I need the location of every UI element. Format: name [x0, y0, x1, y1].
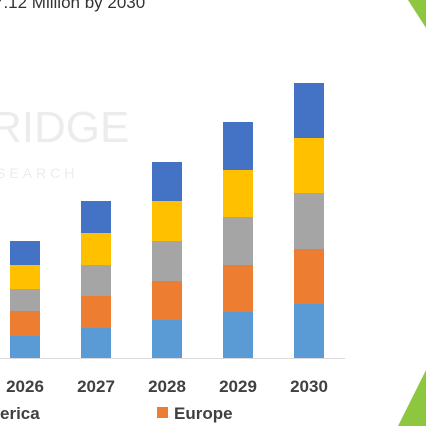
x-tick-label: 2028 — [148, 377, 186, 396]
bar-segment — [294, 249, 324, 304]
watermark: SEARCH — [0, 165, 78, 181]
decor-triangle — [408, 0, 426, 28]
x-tick-label: 2026 — [6, 377, 44, 396]
bar-segment — [223, 217, 253, 265]
bar-segment — [81, 296, 111, 328]
bar-segment — [294, 193, 324, 249]
bar-segment — [10, 265, 40, 289]
bar-segment — [223, 312, 253, 358]
bar-segment — [10, 289, 40, 311]
bar-segment — [223, 122, 253, 170]
bar-segment — [10, 336, 40, 358]
bar-segment — [81, 265, 111, 296]
bar-segment — [294, 83, 324, 138]
bar-segment — [152, 320, 182, 358]
legend-label: erica — [0, 404, 40, 423]
legend-label: Europe — [174, 404, 233, 423]
bar-segment — [152, 281, 182, 320]
legend-marker — [157, 407, 168, 418]
bar-segment — [152, 201, 182, 241]
bar-segment — [152, 241, 182, 281]
bar-segment — [10, 241, 40, 265]
bar-segment — [81, 328, 111, 358]
chart-title: 7.12 Million by 2030 — [0, 0, 145, 12]
x-tick-label: 2030 — [290, 377, 328, 396]
bar-segment — [81, 201, 111, 233]
bar-segment — [81, 233, 111, 265]
bar-segment — [294, 304, 324, 358]
x-tick-label: 2027 — [77, 377, 115, 396]
bar-segment — [294, 138, 324, 193]
bar-segment — [152, 162, 182, 201]
bar-segment — [223, 265, 253, 312]
decor-triangle — [398, 370, 426, 426]
x-tick-label: 2029 — [219, 377, 257, 396]
bar-segment — [10, 311, 40, 336]
watermark: RIDGE — [0, 103, 129, 152]
bar-segment — [223, 170, 253, 217]
